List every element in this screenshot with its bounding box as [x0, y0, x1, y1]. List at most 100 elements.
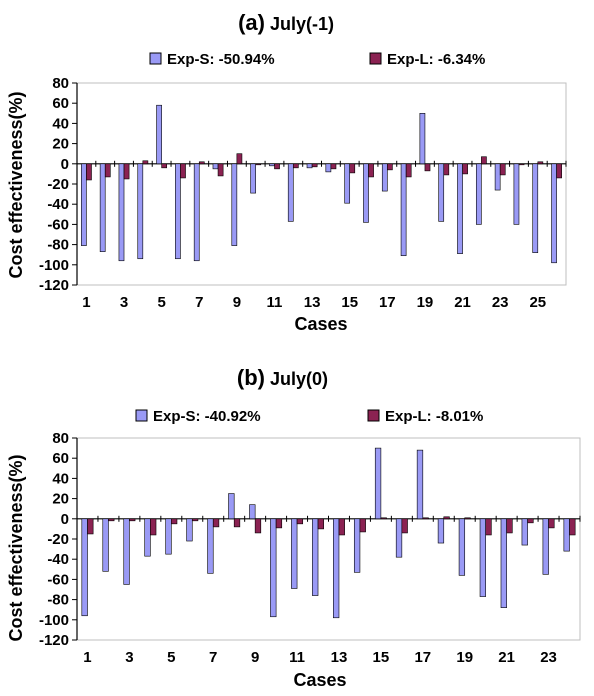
panel-a-bar-exp-s [457, 163, 463, 254]
panel-b-y-tick-label: -40 [47, 551, 69, 568]
panel-b-x-tick-label: 5 [167, 649, 175, 666]
panel-b-legend-swatch-exp-s [135, 409, 148, 422]
panel-a-bar-exp-l [537, 161, 544, 165]
panel-b-bar-exp-l [191, 518, 199, 522]
panel-b-x-tick-label: 13 [331, 649, 348, 666]
panel-a-bar-exp-l [424, 163, 431, 172]
panel-b-bar-exp-s [542, 518, 549, 575]
panel-a-bar-exp-s [344, 163, 351, 204]
panel-b-bar-exp-s [81, 518, 88, 617]
panel-a-x-tick-label: 1 [82, 294, 90, 311]
panel-a-bar-exp-l [349, 163, 356, 174]
panel-b-bar-exp-l [443, 516, 450, 520]
panel-a-bar-exp-s [325, 163, 332, 173]
panel-b-bar-exp-l [233, 518, 241, 528]
panel-b-y-tick-label: -120 [39, 632, 69, 649]
panel-b-x-tick-label: 7 [209, 649, 217, 666]
panel-b: (b) July(0) Exp-S: -40.92% Exp-L: -8.01%… [6, 365, 581, 690]
panel-b-bar-exp-s [395, 518, 403, 558]
panel-b-bar-exp-l [212, 518, 220, 528]
panel-a-bar-exp-s [363, 163, 369, 223]
panel-b-x-tick-label: 17 [414, 649, 431, 666]
panel-b-title: July(0) [270, 369, 328, 389]
panel-a-bar-exp-s [212, 163, 219, 170]
panel-a-bar-exp-l [142, 160, 149, 165]
panel-a-bar-exp-l [123, 163, 130, 180]
panel-a-bar-exp-l [255, 163, 262, 166]
panel-b-bar-exp-l [380, 517, 387, 520]
panel-b-y-tick-label: -100 [39, 612, 69, 629]
panel-a-bar-exp-l [443, 163, 450, 176]
panel-b-bar-exp-s [521, 518, 528, 546]
panel-a-legend-swatch-exp-l [369, 52, 382, 65]
panel-a-legend-label-exp-l: Exp-L: -6.34% [387, 51, 485, 68]
panel-a-bar-exp-l [311, 163, 318, 168]
panel-a-bar-exp-l [387, 163, 393, 171]
panel-a-bar-exp-l [499, 163, 506, 176]
panel-b-bar-exp-s [353, 518, 361, 573]
panel-a-bar-exp-s [81, 163, 87, 246]
panel-b-y-tick-label: 60 [52, 450, 69, 467]
panel-b-bar-exp-s [416, 449, 424, 520]
panel-b-bar-exp-l [338, 518, 345, 536]
panel-a-bar-exp-l [405, 163, 412, 178]
panel-b-bar-exp-s [270, 518, 277, 618]
panel-a-x-tick-label: 9 [233, 294, 241, 311]
panel-b-x-tick-label: 9 [251, 649, 259, 666]
panel-b-bar-exp-l [150, 518, 157, 536]
panel-a-x-tick-label: 3 [120, 294, 128, 311]
panel-b-bar-exp-l [359, 518, 366, 533]
panel-b-bar-exp-l [275, 518, 283, 529]
panel-a-title: July(-1) [270, 14, 334, 34]
panel-a-bar-exp-s [494, 163, 501, 191]
panel-b-bar-exp-s [207, 518, 214, 574]
panel-a-bar-exp-s [513, 163, 520, 225]
panel-a: (a) July(-1) Exp-S: -50.94% Exp-L: -6.34… [6, 10, 567, 334]
panel-a-y-tick-label: -80 [47, 237, 69, 254]
panel-a-x-tick-label: 21 [454, 294, 471, 311]
panel-b-bar-exp-s [479, 518, 486, 597]
panel-a-bar-exp-s [475, 163, 482, 225]
panel-a-y-axis-label: Cost effectiveness(%) [6, 91, 26, 278]
panel-a-x-tick-label: 13 [304, 294, 321, 311]
panel-a-bar-exp-l [104, 163, 111, 178]
panel-a-letter: (a) [238, 10, 265, 35]
panel-b-bar-exp-s [563, 518, 570, 552]
panel-a-bar-exp-s [419, 113, 426, 165]
panel-a-bar-exp-s [381, 163, 388, 192]
panel-a-y-tick-label: 0 [61, 156, 69, 173]
panel-b-legend-label-exp-s: Exp-S: -40.92% [153, 408, 261, 425]
panel-b-bar-exp-l [129, 518, 136, 522]
panel-b-bar-exp-s [249, 504, 256, 520]
panel-a-x-tick-label: 11 [267, 294, 283, 311]
panel-b-bar-exp-l [108, 518, 115, 522]
panel-b-bar-exp-l [254, 518, 262, 534]
panel-b-bar-exp-s [144, 518, 151, 557]
panel-b-x-tick-label: 1 [83, 649, 91, 666]
panel-b-legend-label-exp-l: Exp-L: -8.01% [385, 408, 483, 425]
panel-b-x-tick-label: 19 [456, 649, 473, 666]
panel-b-y-tick-label: 20 [52, 491, 69, 508]
panel-a-bar-exp-s [551, 163, 557, 264]
panel-b-y-tick-label: 40 [52, 470, 69, 487]
panel-a-bar-exp-s [118, 163, 125, 262]
panel-b-bar-exp-l [569, 518, 576, 536]
panel-a-bar-exp-l [274, 163, 280, 170]
panel-b-x-tick-label: 3 [125, 649, 133, 666]
panel-a-y-tick-label: 40 [52, 115, 69, 132]
panel-a-y-tick-label: -100 [39, 257, 69, 274]
panel-b-bar-exp-l [401, 518, 408, 534]
panel-b-bar-exp-l [485, 518, 492, 536]
panel-b-y-tick-label: -60 [47, 571, 69, 588]
panel-a-y-tick-label: -60 [47, 216, 69, 233]
panel-a-y-tick-label: -120 [39, 277, 69, 294]
panel-a-bar-exp-s [137, 163, 144, 260]
panel-b-bar-exp-l [87, 518, 94, 535]
panel-a-x-tick-label: 5 [157, 294, 165, 311]
panel-a-bar-exp-l [217, 163, 224, 177]
panel-a-bar-exp-l [198, 161, 205, 165]
panel-a-bar-exp-s [175, 163, 181, 260]
panel-a-bar-exp-s [400, 163, 407, 257]
